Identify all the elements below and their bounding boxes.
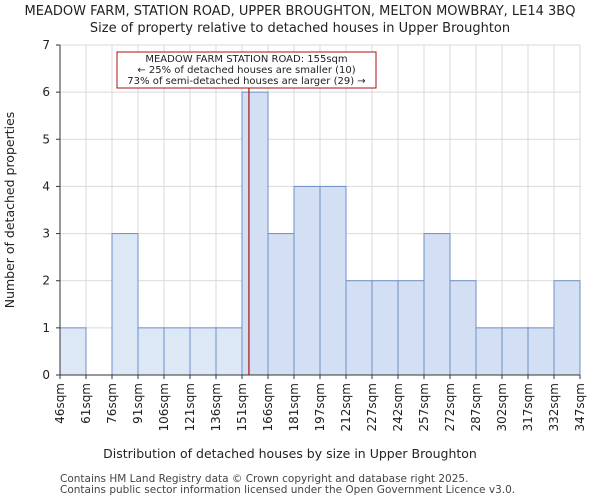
bar-76sqm: [111, 233, 139, 376]
bar-272sqm: [449, 280, 477, 376]
bar-197sqm: [319, 185, 347, 376]
bar-106sqm: [163, 327, 191, 376]
annotation-line-2: ← 25% of detached houses are smaller (10…: [137, 65, 355, 76]
x-tick-label: 317sqm: [521, 383, 535, 431]
y-tick-label: 6: [42, 85, 50, 99]
x-tick-label: 76sqm: [105, 383, 119, 424]
y-tick-label: 5: [42, 132, 50, 146]
footer-attribution-1: Contains HM Land Registry data © Crown c…: [60, 473, 469, 485]
x-tick-label: 91sqm: [131, 383, 145, 424]
y-tick-label: 4: [42, 179, 50, 193]
bar-166sqm: [267, 233, 295, 376]
bar-46sqm: [59, 327, 87, 376]
footer-attribution-2: Contains public sector information licen…: [60, 484, 516, 496]
chart-subtitle: Size of property relative to detached ho…: [89, 21, 511, 36]
y-tick-label: 3: [42, 227, 50, 241]
y-tick-label: 7: [42, 38, 50, 52]
x-tick-label: 242sqm: [391, 383, 405, 431]
x-tick-label: 121sqm: [183, 383, 197, 431]
bar-212sqm: [345, 280, 373, 376]
chart-title: MEADOW FARM, STATION ROAD, UPPER BROUGHT…: [24, 4, 576, 19]
x-tick-label: 287sqm: [469, 383, 483, 431]
x-tick-label: 302sqm: [495, 383, 509, 431]
x-tick-label: 151sqm: [235, 383, 249, 431]
annotation-line-1: MEADOW FARM STATION ROAD: 155sqm: [145, 54, 347, 65]
x-tick-label: 332sqm: [547, 383, 561, 431]
bar-317sqm: [527, 327, 555, 376]
bar-91sqm: [137, 327, 165, 376]
x-tick-label: 347sqm: [573, 383, 587, 431]
bar-181sqm: [293, 185, 321, 376]
bars: [59, 91, 581, 376]
bar-242sqm: [397, 280, 425, 376]
x-tick-label: 272sqm: [443, 383, 457, 431]
x-tick-label: 227sqm: [365, 383, 379, 431]
annotation-line-3: 73% of semi-detached houses are larger (…: [127, 76, 365, 87]
bar-121sqm: [189, 327, 217, 376]
x-tick-label: 197sqm: [313, 383, 327, 431]
x-tick-labels: 46sqm 61sqm 76sqm 91sqm 106sqm 121sqm 136sqm 15…: [53, 375, 587, 431]
y-tick-labels: 0 1 2 3 4 5 6 7: [42, 38, 60, 382]
bar-257sqm: [423, 233, 451, 376]
bar-287sqm: [475, 327, 503, 376]
x-tick-label: 212sqm: [339, 383, 353, 431]
bar-332sqm: [553, 280, 581, 376]
bar-302sqm: [501, 327, 529, 376]
x-tick-label: 46sqm: [53, 383, 67, 424]
x-tick-label: 181sqm: [287, 383, 301, 431]
y-tick-label: 1: [42, 321, 50, 335]
y-tick-label: 2: [42, 274, 50, 288]
x-tick-label: 106sqm: [157, 383, 171, 431]
x-tick-label: 257sqm: [417, 383, 431, 431]
bar-136sqm: [215, 327, 243, 376]
x-tick-label: 61sqm: [79, 383, 93, 424]
bar-151sqm: [241, 91, 269, 376]
x-axis-label: Distribution of detached houses by size …: [103, 446, 477, 461]
x-tick-label: 166sqm: [261, 383, 275, 431]
bar-227sqm: [371, 280, 399, 376]
annotation-box: [116, 51, 377, 89]
y-tick-label: 0: [42, 368, 50, 382]
y-axis-label: Number of detached properties: [2, 112, 17, 309]
x-tick-label: 136sqm: [209, 383, 223, 431]
